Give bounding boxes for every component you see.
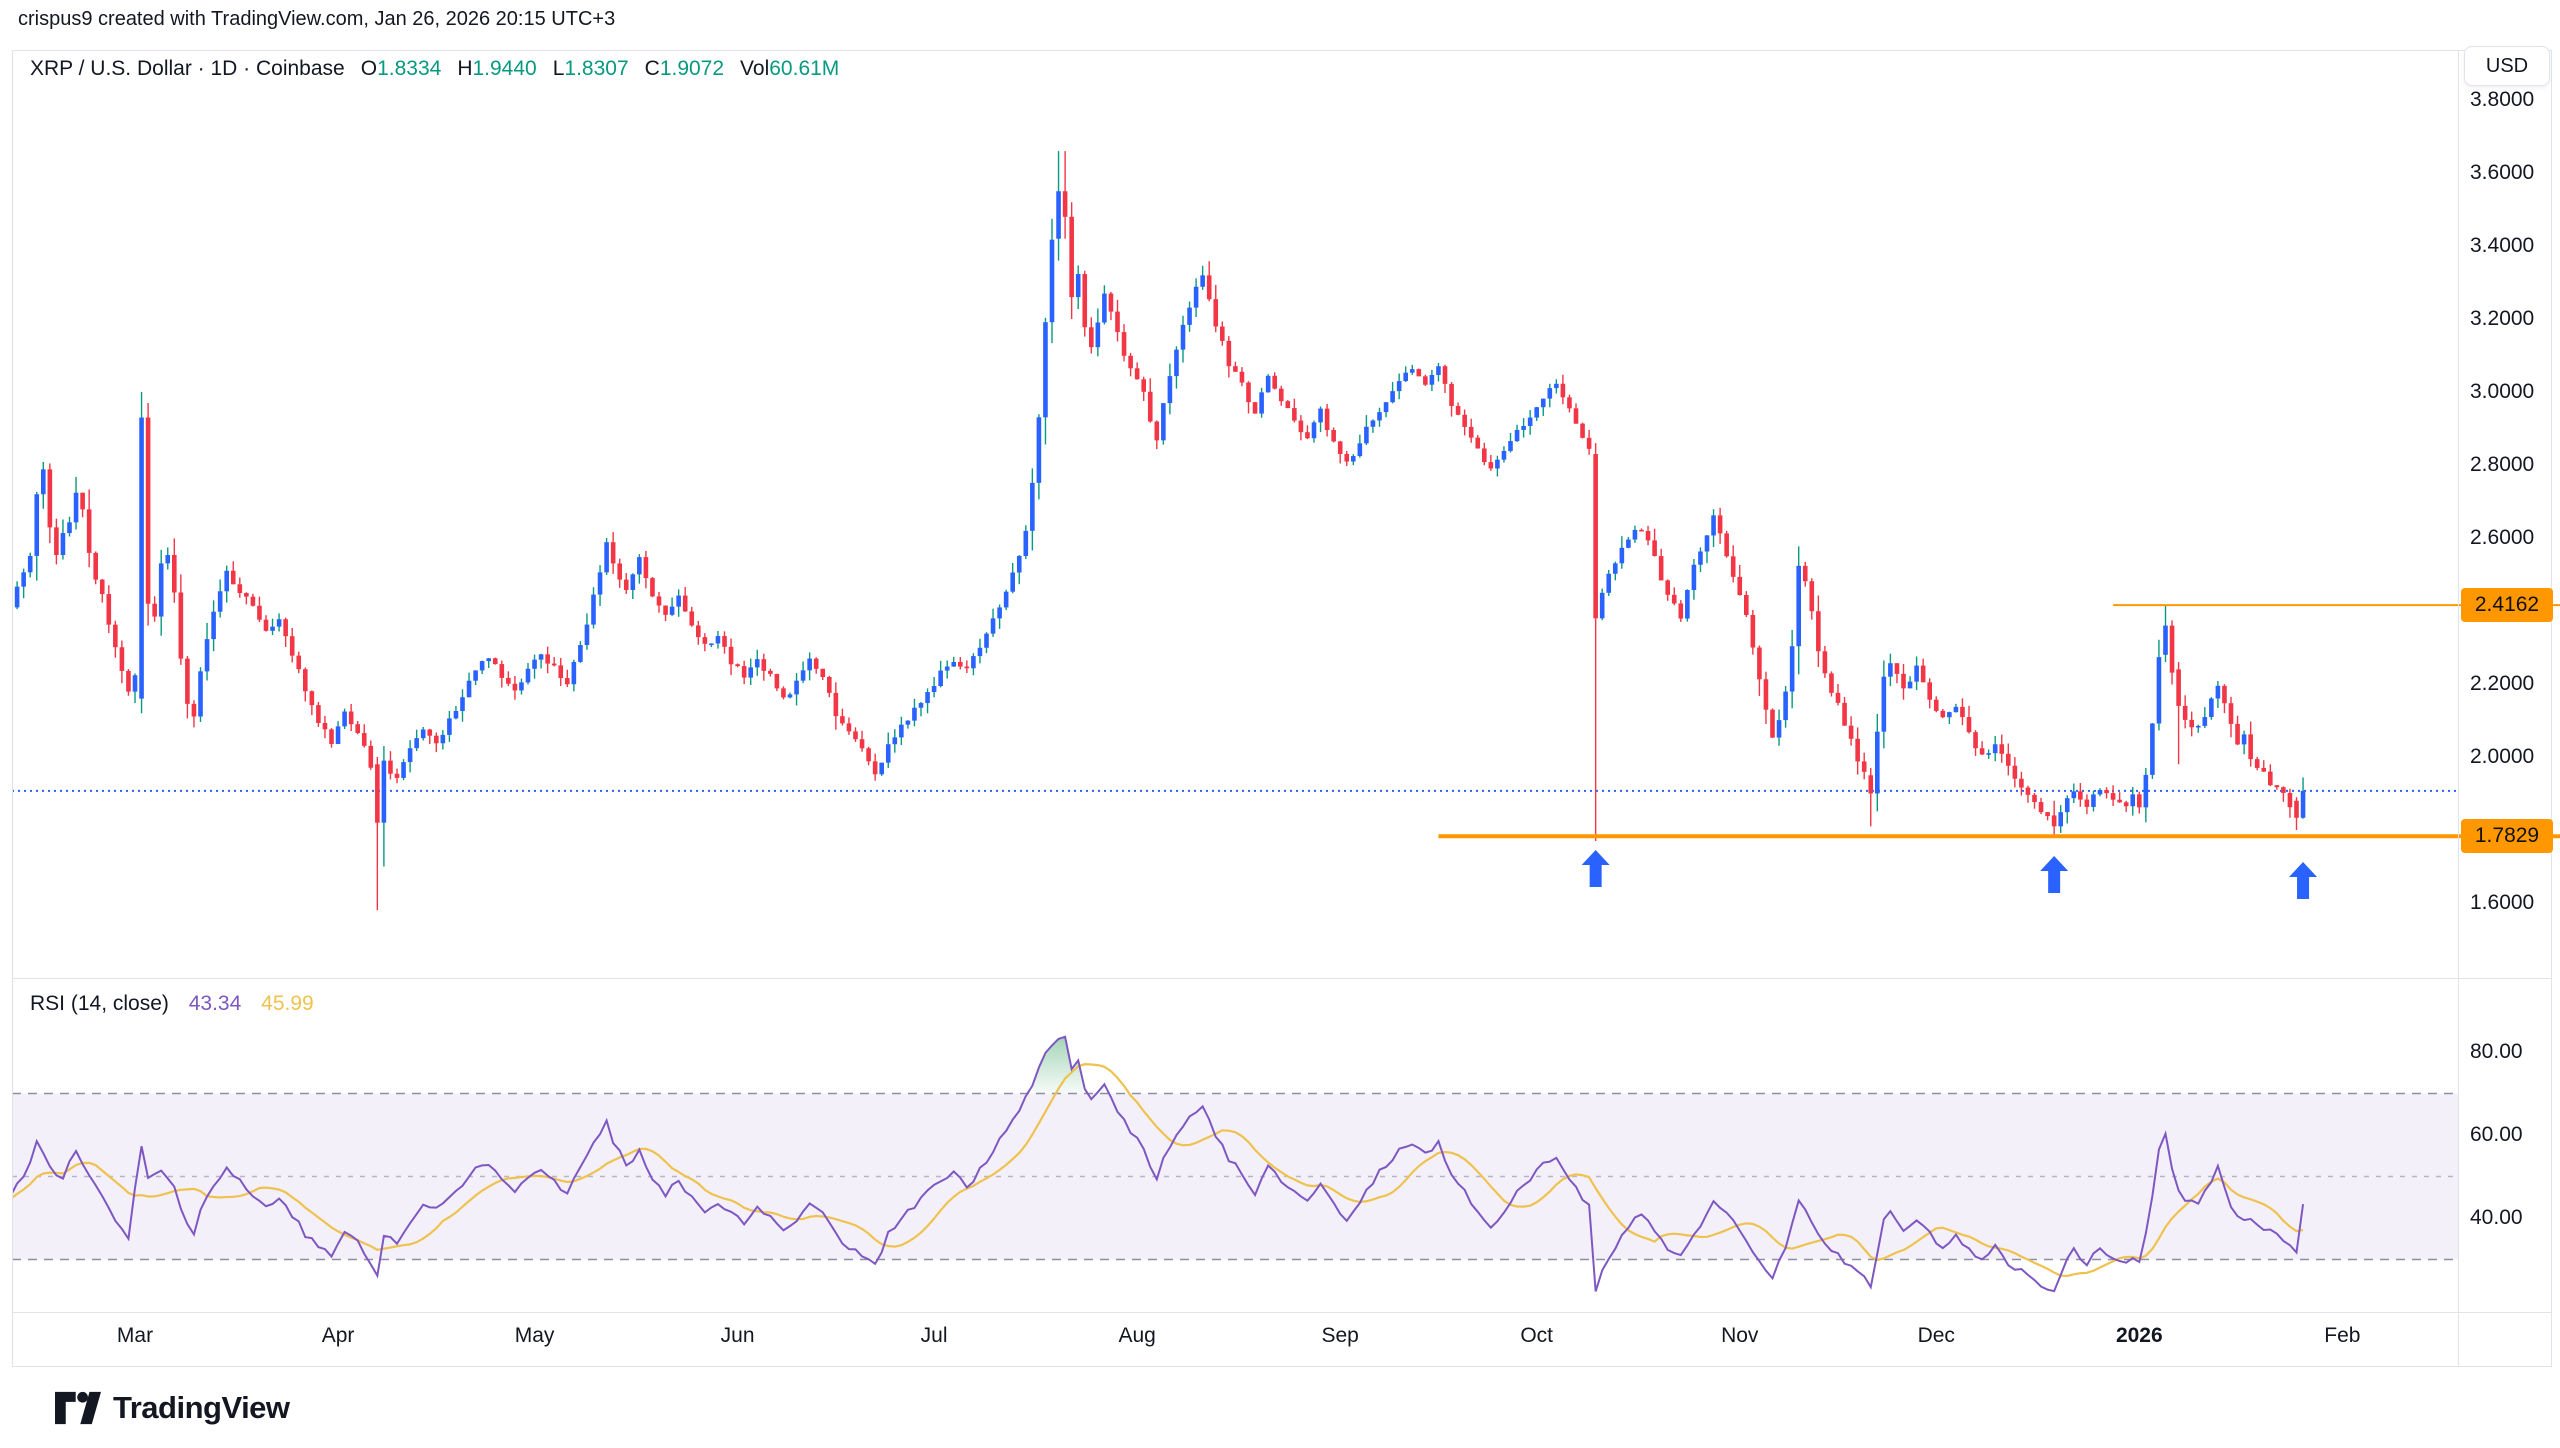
time-axis-label: May: [514, 1324, 555, 1347]
price-tick-label: 3.8000: [2470, 88, 2535, 111]
time-axis-label: Apr: [321, 1324, 355, 1347]
buy-signal-arrow-icon[interactable]: [1581, 850, 1610, 887]
rsi-line: [12, 1035, 2305, 1293]
rsi-tick-label: 60.00: [2470, 1123, 2523, 1146]
rsi-title: RSI (14, close): [30, 992, 169, 1015]
tradingview-wordmark: TradingView: [113, 1390, 290, 1425]
volume-value: 60.61M: [769, 57, 840, 80]
pane-divider[interactable]: [12, 978, 2552, 979]
rsi-band: [12, 1092, 2458, 1261]
time-axis-label: Jun: [720, 1324, 755, 1347]
buy-signal-arrow-icon[interactable]: [2040, 856, 2069, 893]
rsi-plots[interactable]: [4, 1035, 2305, 1293]
price-tick-label: 2.6000: [2470, 526, 2535, 549]
symbol-title: XRP / U.S. Dollar · 1D · Coinbase: [30, 57, 345, 80]
price-tick-label: 1.6000: [2470, 891, 2535, 914]
time-axis-label: Dec: [1917, 1324, 1955, 1347]
price-tick-label: 3.4000: [2470, 234, 2535, 257]
symbol-legend: XRP / U.S. Dollar · 1D · Coinbase O1.8334…: [30, 57, 839, 81]
candlestick-series[interactable]: [2, 151, 2306, 911]
frame-left-border: [12, 50, 13, 1366]
price-tick-label: 2.8000: [2470, 453, 2535, 476]
price-tick-label: 3.0000: [2470, 380, 2535, 403]
rsi-value: 43.34: [188, 992, 242, 1015]
currency-button[interactable]: USD: [2464, 46, 2550, 86]
rsi-ma-line: [12, 1063, 2304, 1278]
level-price-label: 2.4162: [2461, 588, 2553, 623]
rsi-tick-label: 80.00: [2470, 1040, 2523, 1063]
frame-top-border: [12, 50, 2552, 51]
price-tick-label: 3.2000: [2470, 307, 2535, 330]
time-axis-divider: [12, 1312, 2552, 1313]
price-tick-label: 2.0000: [2470, 745, 2535, 768]
rsi-tick-label: 40.00: [2470, 1206, 2523, 1229]
buy-signal-arrow-icon[interactable]: [2289, 862, 2318, 899]
ohlc-o: O1.8334: [360, 57, 442, 80]
time-axis-label: Oct: [1520, 1324, 1554, 1347]
price-tick-label: 3.6000: [2470, 161, 2535, 184]
tradingview-mark-icon: [55, 1391, 101, 1425]
time-axis-label: Mar: [116, 1324, 154, 1347]
price-scale-separator[interactable]: [2458, 50, 2459, 1366]
attribution-text: crispus9 created with TradingView.com, J…: [18, 8, 616, 30]
ohlc-h: H1.9440: [457, 57, 537, 80]
level-price-label: 1.7829: [2461, 819, 2553, 854]
price-tick-label: 2.2000: [2470, 672, 2535, 695]
rsi-legend: RSI (14, close) 43.34 45.99: [30, 992, 314, 1016]
time-axis-label: Jul: [920, 1324, 948, 1347]
ohlc-l: L1.8307: [552, 57, 629, 80]
tradingview-logo[interactable]: TradingView: [55, 1390, 290, 1426]
time-axis-label: Aug: [1118, 1324, 1156, 1347]
frame-bottom-border: [12, 1366, 2552, 1367]
rsi-ma-value: 45.99: [261, 992, 314, 1015]
ohlc-c: C1.9072: [644, 57, 725, 80]
rsi-overbought-fill: [1032, 1036, 1085, 1094]
time-axis-label: 2026: [2115, 1324, 2163, 1347]
time-axis-label: Sep: [1321, 1324, 1359, 1347]
time-axis-label: Feb: [2324, 1324, 2361, 1347]
time-axis-label: Nov: [1721, 1324, 1759, 1347]
frame-right-border: [2551, 50, 2552, 1366]
volume-label: Vol: [740, 57, 770, 80]
